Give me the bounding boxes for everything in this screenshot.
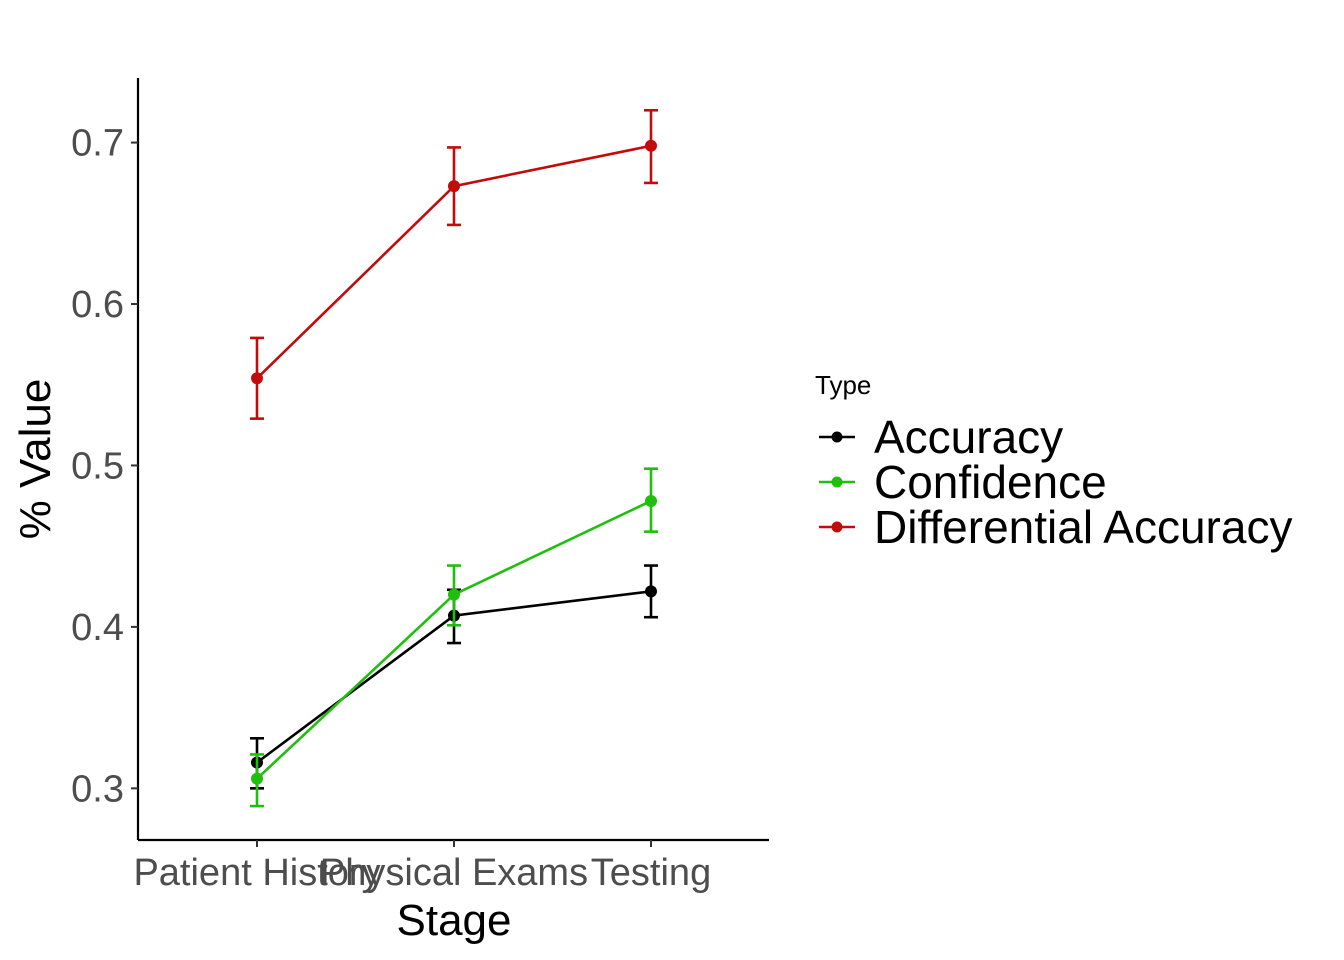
y-tick-label: 0.3 xyxy=(71,768,124,810)
data-point xyxy=(251,372,263,385)
series-confidence xyxy=(250,467,658,808)
y-tick-label: 0.4 xyxy=(71,607,124,649)
x-tick-label: Physical Exams xyxy=(320,852,588,894)
data-point xyxy=(645,494,657,507)
legend-key-point xyxy=(831,431,843,443)
y-axis-title: % Value xyxy=(11,379,60,540)
data-point xyxy=(448,180,460,193)
y-tick-label: 0.5 xyxy=(71,445,124,487)
legend-key-point xyxy=(831,476,843,488)
data-point xyxy=(251,772,263,785)
legend-key-point xyxy=(831,521,843,533)
data-point xyxy=(645,585,657,598)
legend-item: Accuracy xyxy=(819,411,1063,463)
legend-label: Confidence xyxy=(874,456,1107,508)
x-tick-label: Testing xyxy=(591,852,711,894)
legend-title: Type xyxy=(815,370,871,400)
x-tick-label: Patient History xyxy=(133,852,380,894)
data-point xyxy=(448,588,460,601)
legend-label: Differential Accuracy xyxy=(874,501,1292,553)
data-point xyxy=(645,139,657,152)
legend-label: Accuracy xyxy=(874,411,1063,463)
legend-item: Confidence xyxy=(819,456,1107,508)
y-tick-label: 0.7 xyxy=(71,123,124,165)
y-tick-label: 0.6 xyxy=(71,284,124,326)
x-axis-title: Stage xyxy=(397,896,512,945)
plot-area xyxy=(250,108,658,808)
legend-item: Differential Accuracy xyxy=(819,501,1292,553)
series-differential-accuracy xyxy=(250,108,658,420)
